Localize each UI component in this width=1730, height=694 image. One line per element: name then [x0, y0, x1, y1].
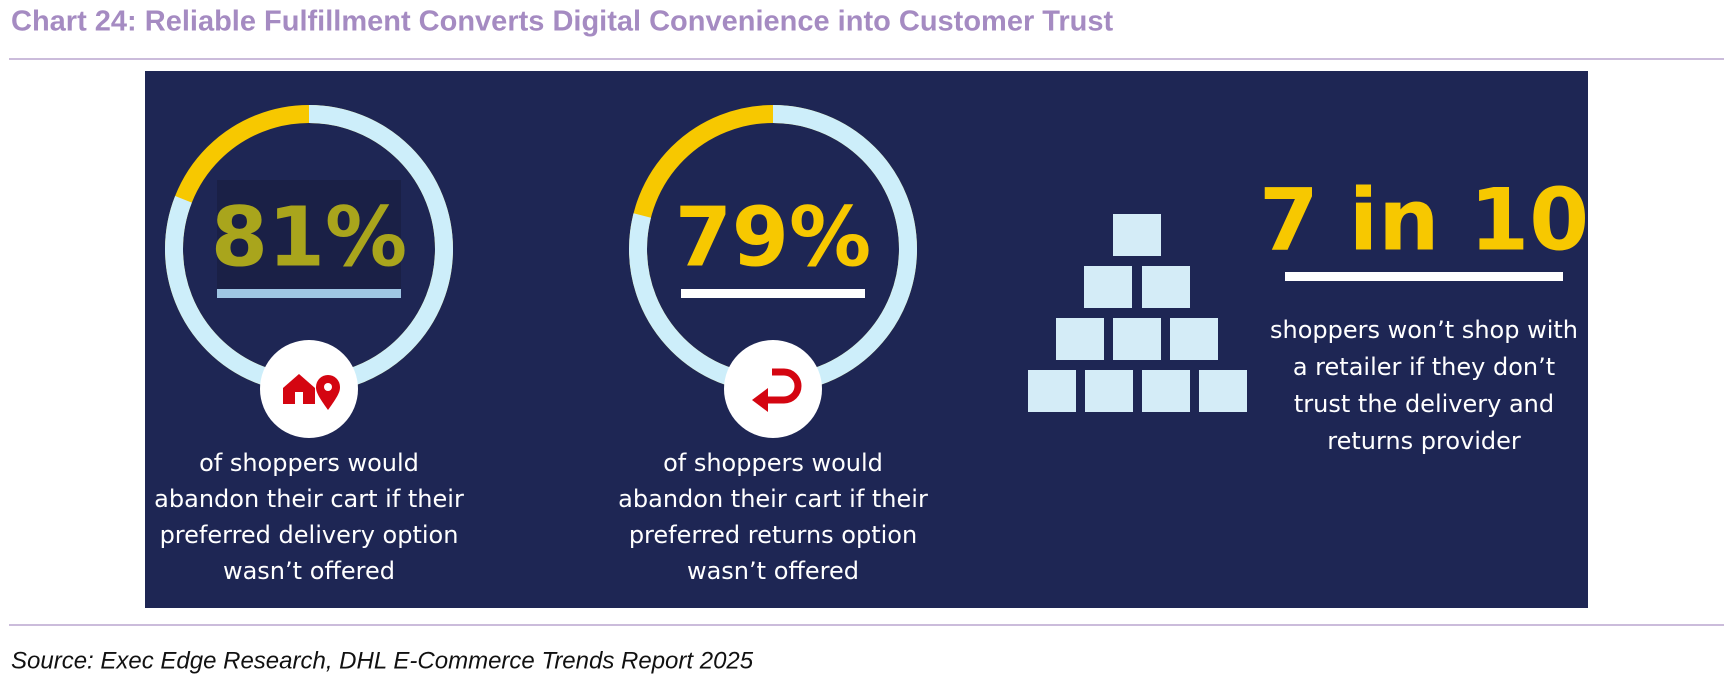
- stat-text: of shoppers would: [199, 449, 419, 477]
- source: Source: Exec Edge Research, DHL E-Commer…: [11, 647, 754, 674]
- highlight-text: a retailer if they don’t: [1293, 353, 1555, 381]
- title: Chart 24: Reliable Fulfillment Converts …: [11, 6, 1114, 38]
- stat-text: of shoppers would: [663, 449, 883, 477]
- stat-text: abandon their cart if their: [618, 485, 928, 513]
- highlight-text: returns provider: [1327, 427, 1521, 455]
- label-box: [217, 180, 401, 295]
- stat-label: 79%: [675, 190, 871, 285]
- highlight-text: shoppers won’t shop with: [1270, 316, 1578, 344]
- stat-text: preferred returns option: [629, 521, 917, 549]
- underline: [1285, 272, 1563, 281]
- highlight-text: trust the delivery and: [1294, 390, 1554, 418]
- highlight-label: 7 in 10: [1259, 170, 1589, 270]
- stat-text: wasn’t offered: [223, 557, 395, 585]
- stat-text: preferred delivery option: [160, 521, 459, 549]
- boxes-icon: [1028, 214, 1247, 412]
- stat-label: 81%: [211, 190, 407, 285]
- underline: [217, 289, 401, 298]
- returns-icon: [724, 340, 822, 438]
- stat-text: abandon their cart if their: [154, 485, 464, 513]
- delivery-icon: [260, 340, 358, 438]
- underline: [681, 289, 865, 298]
- stat-text: wasn’t offered: [687, 557, 859, 585]
